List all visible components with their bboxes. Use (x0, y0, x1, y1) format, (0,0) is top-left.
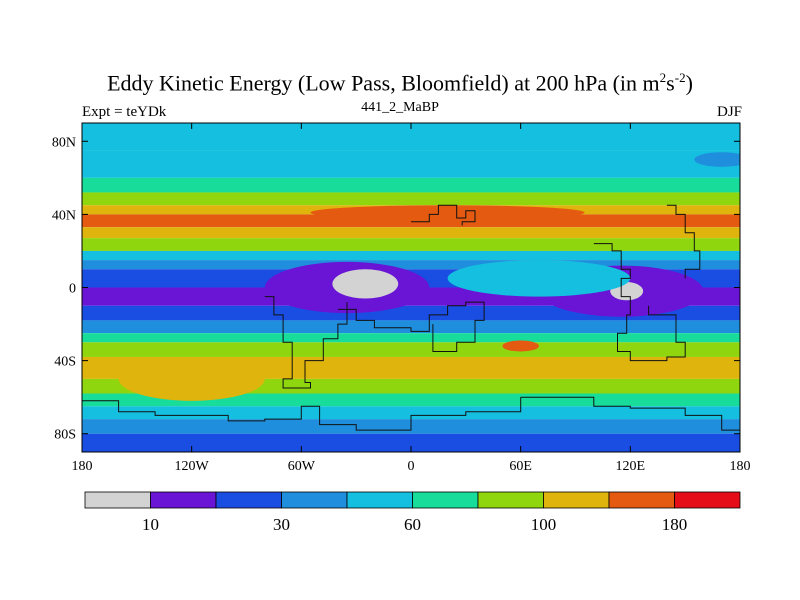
field-band (82, 433, 740, 452)
coastline (337, 301, 485, 352)
coastlines (82, 204, 740, 434)
axes: 180 120W 60W 0 60E 120E 180 80N 40N 0 40S 80S (52, 123, 751, 474)
field-blob (694, 152, 740, 167)
colorbar-swatch (84, 491, 151, 509)
x-tick-label: 0 (408, 459, 415, 474)
y-tick-label: 80N (52, 135, 76, 150)
field-band (82, 333, 740, 343)
coastline (666, 204, 701, 279)
colorbar-swatch (346, 491, 413, 509)
colorbar-swatch (150, 491, 217, 509)
field-band (82, 342, 740, 357)
field-band (82, 150, 740, 178)
field-blob (447, 260, 631, 297)
y-tick-label: 40N (52, 208, 76, 223)
map-field (82, 123, 740, 452)
x-tick-label: 180 (730, 459, 751, 474)
coastline (264, 296, 348, 389)
coastline (411, 204, 476, 226)
x-tick-label: 180 (72, 459, 93, 474)
x-tick-label: 60W (288, 459, 316, 474)
colorbar-label: 100 (531, 515, 557, 534)
x-tick-label: 60E (509, 459, 532, 474)
coastline (82, 397, 522, 431)
colorbar-swatch (215, 491, 282, 509)
field-blob (502, 340, 539, 352)
chart-subtitle: 441_2_MaBP (361, 100, 439, 115)
field-band (82, 238, 740, 251)
colorbar-label: 30 (273, 515, 290, 534)
y-tick-label: 0 (69, 282, 76, 297)
colorbar-swatch (281, 491, 348, 509)
colorbar-swatch (543, 491, 610, 509)
x-tick-label: 120E (616, 459, 646, 474)
field-band (82, 177, 740, 193)
coastline (520, 396, 740, 434)
colorbar-swatch (674, 491, 741, 509)
colorbar: 10 30 60 100 180 (84, 491, 741, 534)
colorbar-swatch (412, 491, 479, 509)
field-band (82, 214, 740, 228)
colorbar-swatch (608, 491, 675, 509)
chart-title: Eddy Kinetic Energy (Low Pass, Bloomfiel… (107, 70, 693, 96)
coastline (593, 243, 686, 362)
y-tick-label: 40S (54, 355, 76, 370)
field-band (82, 406, 740, 420)
field-band (82, 320, 740, 334)
season-label: DJF (716, 104, 742, 120)
field-band (82, 260, 740, 270)
colorbar-label: 10 (142, 515, 159, 534)
x-tick-label: 120W (175, 459, 210, 474)
experiment-label: Expt = teYDk (82, 104, 167, 120)
colorbar-label: 180 (662, 515, 688, 534)
field-blob (332, 269, 399, 299)
colorbar-swatch (477, 491, 544, 509)
field-band (82, 192, 740, 206)
y-tick-label: 80S (54, 428, 76, 443)
field-band (82, 227, 740, 239)
field-blob (118, 356, 265, 401)
colorbar-label: 60 (404, 515, 421, 534)
field-blob (310, 205, 585, 220)
field-band (82, 250, 740, 261)
